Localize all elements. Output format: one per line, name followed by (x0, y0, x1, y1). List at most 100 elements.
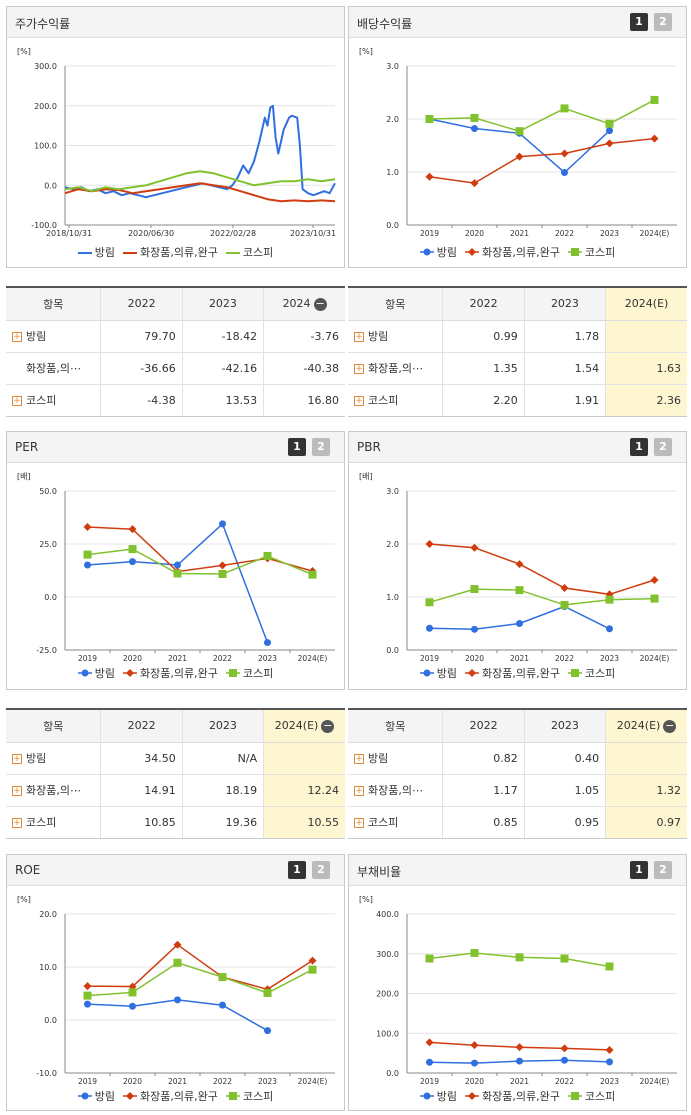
row-label: 코스피 (368, 816, 399, 830)
bangrim-series-line (429, 118, 611, 174)
view-1-button[interactable]: 1 (630, 861, 648, 879)
view-2-button[interactable]: 2 (654, 13, 672, 31)
industry-point (425, 1038, 434, 1047)
industry-point (218, 561, 227, 570)
dividend-chart-panel: 배당수익률 1 2 [%] 3.0 2.0 1.0 0.0 2019 2020 2021 202… (348, 6, 687, 268)
view-1-button[interactable]: 1 (288, 861, 306, 879)
unit-label: [%] (359, 895, 373, 904)
column-header: 2023 (181, 288, 264, 321)
view-1-button[interactable]: 1 (288, 438, 306, 456)
x-tick-label: 2020 (465, 229, 484, 238)
value-cell: -36.66 (100, 352, 183, 385)
legend-label: 화장품,의류,완구 (482, 246, 560, 259)
y-tick-label: 20.0 (39, 910, 57, 919)
column-header: 2022 (100, 288, 183, 321)
x-tick-label: 2022 (555, 1077, 574, 1086)
bangrim-point (471, 125, 478, 133)
expand-row-icon[interactable]: + (354, 364, 364, 374)
x-tick-label: 2023 (258, 1077, 277, 1086)
kospi-point (308, 965, 317, 974)
legend-marker-icon (419, 247, 434, 260)
collapse-column-icon[interactable]: − (321, 718, 335, 733)
table-row: + 화장품,의⋯ 1.17 1.05 1.32 (348, 774, 687, 807)
value-cell: 1.54 (523, 352, 606, 385)
expand-row-icon[interactable]: + (12, 754, 22, 764)
kospi-point (83, 991, 92, 1000)
panel-header: PBR 1 2 (349, 432, 686, 463)
column-header-label: 항목 (43, 719, 64, 733)
table-row: + 방림 34.50 N/A (6, 742, 345, 775)
legend-marker-icon (465, 668, 480, 681)
x-tick-label: 2022 (555, 229, 574, 238)
row-label-cell: + 화장품,의⋯ (6, 774, 101, 807)
panel-header: 주가수익률 (7, 7, 344, 38)
column-header-label: 2023 (208, 719, 237, 733)
expand-row-icon[interactable]: + (354, 332, 364, 342)
x-tick-label: 2023/10/31 (290, 229, 336, 238)
view-1-button[interactable]: 1 (630, 438, 648, 456)
column-header: 2024(E) (605, 288, 687, 321)
y-tick-label: 2.0 (386, 540, 399, 549)
industry-point (650, 134, 659, 143)
kospi-series-line (64, 170, 336, 193)
bangrim-point (426, 1058, 433, 1066)
legend-item-bangrim: 방림 (77, 665, 115, 681)
chart-legend: 방림 화장품,의류,완구 코스피 (349, 244, 686, 260)
expand-row-icon[interactable]: + (354, 818, 364, 829)
expand-row-icon[interactable]: + (354, 786, 364, 796)
collapse-column-icon[interactable]: − (313, 296, 327, 311)
view-2-button[interactable]: 2 (654, 861, 672, 879)
dividend-chart: [%] 3.0 2.0 1.0 0.0 2019 2020 2021 2022 2023 2024(… (359, 47, 677, 238)
bangrim-point (219, 520, 226, 528)
bangrim-series-line (64, 104, 336, 199)
expand-row-icon[interactable]: + (12, 786, 22, 796)
bangrim-point (84, 1000, 91, 1008)
expand-row-icon[interactable]: + (354, 396, 364, 407)
x-tick-label: 2022 (555, 654, 574, 663)
legend-label: 방림 (94, 246, 116, 259)
legend-item-industry: 화장품,의류,완구 (123, 665, 218, 681)
y-tick-label: 25.0 (39, 540, 57, 549)
row-label: 화장품,의⋯ (368, 784, 423, 797)
expand-row-icon[interactable]: + (12, 396, 22, 407)
y-tick-label: 3.0 (386, 487, 399, 496)
unit-label: [배] (359, 472, 373, 481)
kospi-point (470, 948, 479, 957)
table-header-row: 항목 2022 2023 2024(E) − (6, 710, 345, 743)
legend-item-kospi: 코스피 (567, 244, 615, 260)
data-table: 항목 2022 2023 2024(E) + 방림 0.99 1.78 + 화장품,의⋯ 1.35 1… (348, 288, 687, 416)
panel-title: 부채비율 (357, 865, 402, 879)
value-cell: 0.95 (523, 806, 606, 838)
value-cell: 16.80 (263, 384, 345, 416)
table-row: + 방림 79.70 -18.42 -3.76 (6, 320, 345, 353)
expand-row-icon[interactable]: + (12, 332, 22, 342)
legend-item-industry: 화장품,의류,완구 (123, 244, 218, 260)
view-2-button[interactable]: 2 (312, 861, 330, 879)
column-header: 2022 (442, 710, 525, 743)
kospi-series-line (429, 99, 655, 133)
x-tick-label: 2022/02/28 (210, 229, 256, 238)
bangrim-series-line (87, 999, 268, 1032)
industry-point (470, 179, 479, 188)
industry-point (128, 525, 137, 534)
legend-item-bangrim: 방림 (77, 244, 116, 260)
bangrim-point (84, 561, 91, 569)
expand-row-icon[interactable]: + (12, 818, 22, 829)
bangrim-point (561, 1056, 568, 1064)
x-tick-label: 2020 (465, 654, 484, 663)
column-header: 2022 (100, 710, 183, 743)
x-tick-label: 2021 (510, 1077, 529, 1086)
value-cell: -18.42 (181, 320, 264, 353)
column-header: 2023 (181, 710, 264, 743)
industry-point (560, 583, 569, 592)
value-cell: 1.17 (442, 774, 525, 807)
value-cell (605, 742, 687, 775)
view-1-button[interactable]: 1 (630, 13, 648, 31)
view-2-button[interactable]: 2 (312, 438, 330, 456)
view-2-button[interactable]: 2 (654, 438, 672, 456)
legend-label: 방림 (94, 1090, 116, 1103)
collapse-column-icon[interactable]: − (663, 718, 677, 733)
expand-row-icon[interactable]: + (354, 754, 364, 764)
x-tick-label: 2021 (510, 654, 529, 663)
chart-legend: 방림 화장품,의류,완구 코스피 (7, 244, 344, 260)
